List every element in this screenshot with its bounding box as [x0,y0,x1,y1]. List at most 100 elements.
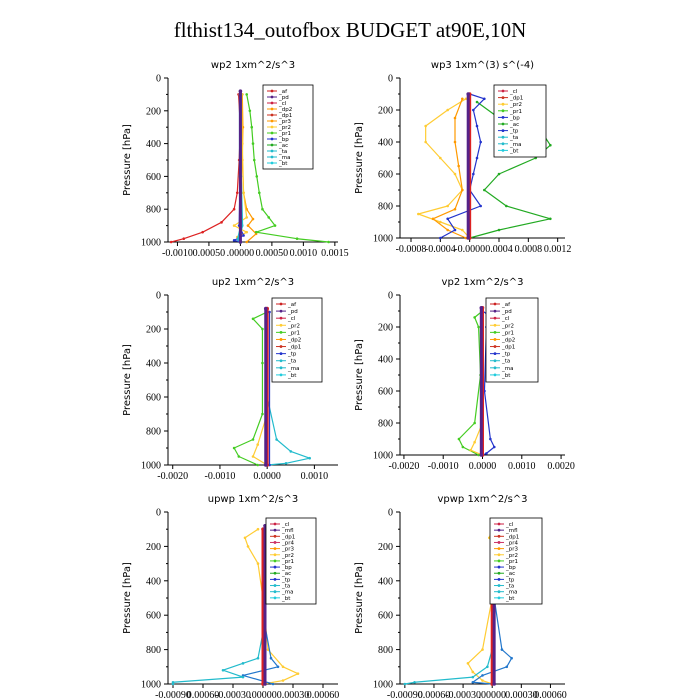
legend-marker [279,330,283,334]
series-point [246,224,250,227]
legend-marker [279,373,283,377]
x-tick-label: .00000 [478,690,506,700]
legend-marker [501,142,505,146]
legend-label: _bt [509,148,519,154]
x-tick-label: 0.0012 [544,244,572,255]
legend-label: _pd [501,309,512,315]
y-tick-label: 600 [146,393,161,404]
series-group [417,92,552,240]
y-tick-label: 0 [388,508,393,519]
legend-marker [273,590,277,594]
legend-marker [273,584,277,587]
series-point [269,656,273,660]
series-line [170,93,242,243]
legend-marker [270,131,274,135]
series-group [232,306,311,467]
legend-marker [493,323,497,327]
series-point [243,536,247,540]
legend-marker [273,534,277,538]
series-point [453,140,457,144]
series-point [469,448,473,452]
legend-marker [270,113,274,117]
legend-label: _pr4 [505,540,519,546]
series-point [461,228,464,232]
legend-label: _pr2 [281,553,294,559]
series-point [169,240,173,244]
series-point [403,682,407,686]
series-point [232,446,236,450]
series-point [232,207,236,211]
x-tick-label: 0.0010 [508,461,536,472]
series-point [439,236,442,240]
y-tick-label: 600 [378,611,393,622]
legend-marker [273,547,277,551]
x-tick-label: 0.00030 [505,690,538,700]
legend-label: _af [278,89,288,95]
legend-label: _dp2 [278,107,292,113]
x-tick-label: 0.00060 [418,690,451,700]
series-point [479,453,484,457]
legend-marker [497,522,501,526]
y-tick-label: 600 [378,170,393,181]
series-point [255,175,259,178]
series-point [238,240,243,244]
series-point [251,455,255,458]
chart-panel-6: vpwp 1xm^2/s^3 Pressure [hPa] 0 200 400 600 80… [354,494,567,700]
legend-label: _dp2 [287,337,301,343]
series-point [252,158,256,162]
series-point [473,440,476,444]
y-tick-label: 1000 [373,451,393,462]
y-tick-label: 200 [378,323,393,334]
legend-label: _pr1 [278,131,291,137]
x-tick-label: -0.0020 [157,471,188,482]
series-point [549,143,552,147]
series-point [446,204,449,208]
legend-marker [273,553,277,557]
x-tick-label: .00000 [227,248,255,259]
legend-label: _pd [287,309,298,315]
y-tick-label: 600 [378,387,393,398]
y-tick-label: 800 [146,427,161,438]
series-point [497,172,501,176]
legend-label: _ta [281,584,290,590]
series-point [263,463,268,467]
legend-label: _ac [509,122,519,128]
series-point [221,668,225,672]
legend-label: _ac [505,571,515,577]
y-tick-label: 200 [146,325,161,336]
legend-label: _bt [281,596,291,602]
x-tick-label: -0.0004 [425,244,456,255]
x-tick-label: -0.00030 [215,690,251,700]
legend-label: _bp [509,115,520,121]
legend-marker [501,96,505,99]
y-tick-label: 1000 [373,234,393,245]
legend-marker [497,553,501,557]
legend-label: _ta [287,359,296,365]
legend-marker [273,565,277,569]
chart-panel-3: up2 1xm^2/s^3 Pressure [hPa] 0 200 400 600 800… [122,277,338,482]
series-point [251,317,255,321]
legend: _af_pd_cl_pr2_pr1_dp2 _dp1_tp_ta_ma_bt [271,297,323,383]
series-point [256,562,260,565]
y-tick-label: 600 [146,611,161,622]
y-tick-label: 400 [378,576,393,587]
legend-label: _pr3 [505,547,519,553]
legend-marker [493,345,497,348]
series-point [171,682,175,686]
legend-marker [493,359,497,363]
legend-marker [493,316,497,320]
series-point [241,662,245,665]
legend-marker [497,541,501,544]
legend: _cl_dp1_pr2_pr1_bp_ac_tp_ta_ma_bt [493,84,547,158]
legend-label: _dp1 [287,345,301,351]
series-point [510,656,513,660]
legend-marker [497,577,501,581]
legend-marker [273,571,277,575]
legend-marker [497,547,501,551]
legend-label: _ta [278,149,287,155]
y-tick-label: 0 [156,508,161,519]
series-point [453,228,457,232]
y-tick-label: 1000 [141,238,161,249]
series-point [254,230,258,234]
